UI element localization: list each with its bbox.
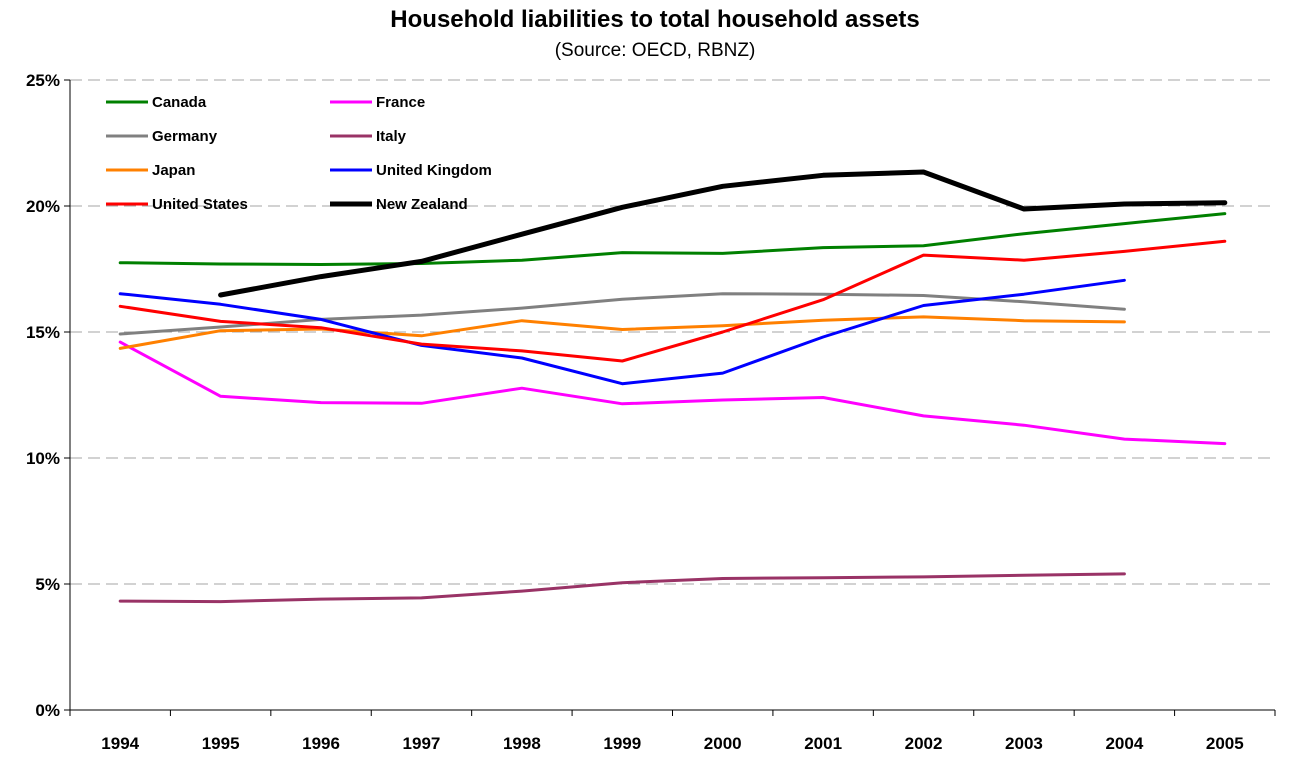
legend-label-germany: Germany	[152, 128, 218, 145]
x-tick-label: 2001	[804, 734, 842, 753]
x-tick-label: 2002	[905, 734, 943, 753]
series-line-united-states	[118, 239, 1227, 363]
y-tick-label: 25%	[26, 71, 60, 90]
legend-label-new-zealand: New Zealand	[376, 196, 468, 213]
series-line-france	[118, 340, 1227, 446]
series-line-canada	[118, 212, 1227, 266]
y-tick-label: 10%	[26, 449, 60, 468]
legend-label-japan: Japan	[152, 162, 195, 179]
x-tick-label: 1995	[202, 734, 240, 753]
x-tick-label: 1994	[101, 734, 139, 753]
gridlines	[70, 79, 1275, 585]
x-tick-label: 2000	[704, 734, 742, 753]
legend-label-italy: Italy	[376, 128, 407, 145]
series-line-germany	[118, 292, 1126, 336]
x-tick-label: 2005	[1206, 734, 1244, 753]
y-tick-label: 5%	[35, 575, 60, 594]
series-line-united-kingdom	[118, 278, 1126, 386]
y-tick-label: 0%	[35, 701, 60, 720]
y-tick-label: 20%	[26, 197, 60, 216]
legend: Canada France Germany Italy Japan United King…	[106, 94, 492, 213]
x-tick-label: 1999	[603, 734, 641, 753]
axes: 0% 5% 10% 15% 20% 25% 1994 1995 1996 1997 1998 1999…	[26, 71, 1276, 753]
x-tick-label: 1998	[503, 734, 541, 753]
x-tick-label: 1997	[403, 734, 441, 753]
x-tick-label: 1996	[302, 734, 340, 753]
series-line-japan	[118, 315, 1126, 350]
series-line-new-zealand	[218, 169, 1228, 298]
series-lines	[118, 169, 1228, 604]
chart-subtitle: (Source: OECD, RBNZ)	[555, 40, 756, 61]
x-tick-label: 2004	[1105, 734, 1143, 753]
x-tick-label: 2003	[1005, 734, 1043, 753]
series-line-italy	[118, 572, 1126, 604]
legend-label-united-kingdom: United Kingdom	[376, 162, 492, 179]
chart-title: Household liabilities to total household…	[390, 6, 919, 33]
legend-label-united-states: United States	[152, 196, 248, 213]
legend-label-france: France	[376, 94, 425, 111]
legend-label-canada: Canada	[152, 94, 207, 111]
y-tick-label: 15%	[26, 323, 60, 342]
